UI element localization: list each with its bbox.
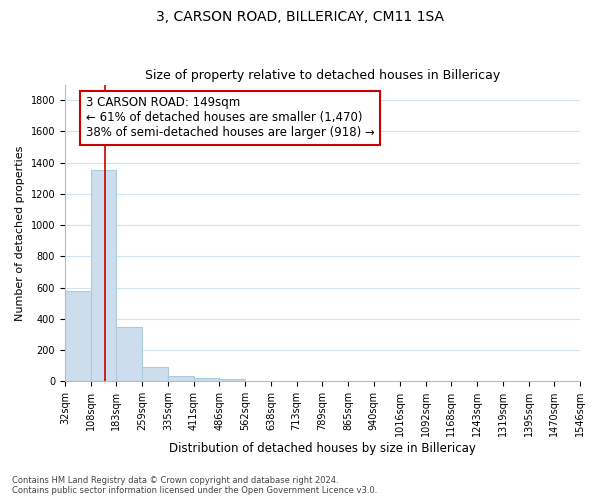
Title: Size of property relative to detached houses in Billericay: Size of property relative to detached ho…	[145, 69, 500, 82]
Bar	[194, 378, 220, 382]
Bar	[116, 326, 142, 382]
Text: 3, CARSON ROAD, BILLERICAY, CM11 1SA: 3, CARSON ROAD, BILLERICAY, CM11 1SA	[156, 10, 444, 24]
Text: Contains HM Land Registry data © Crown copyright and database right 2024.
Contai: Contains HM Land Registry data © Crown c…	[12, 476, 377, 495]
Bar	[168, 376, 194, 382]
Bar	[142, 366, 168, 382]
Y-axis label: Number of detached properties: Number of detached properties	[15, 146, 25, 320]
Bar	[220, 379, 245, 382]
X-axis label: Distribution of detached houses by size in Billericay: Distribution of detached houses by size …	[169, 442, 476, 455]
Bar	[65, 290, 91, 382]
Bar	[91, 170, 116, 382]
Text: 3 CARSON ROAD: 149sqm
← 61% of detached houses are smaller (1,470)
38% of semi-d: 3 CARSON ROAD: 149sqm ← 61% of detached …	[86, 96, 374, 140]
